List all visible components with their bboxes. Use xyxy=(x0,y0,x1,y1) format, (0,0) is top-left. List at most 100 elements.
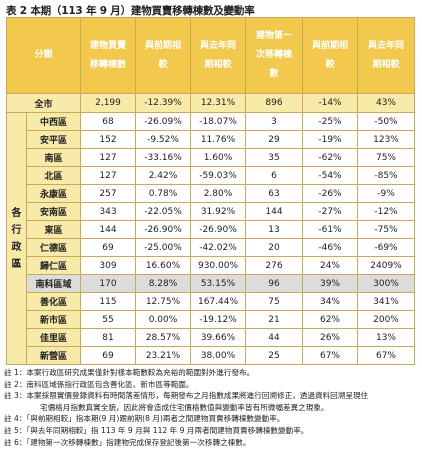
district-name: 永康區 xyxy=(26,184,81,203)
cell-count: 152 xyxy=(80,130,136,149)
district-name: 南區 xyxy=(26,148,81,167)
header-first-yoy: 與去年同 期相較 xyxy=(357,17,415,94)
cell-first-yoy: 13% xyxy=(357,328,415,347)
cell-first-yoy: 67% xyxy=(357,346,415,365)
cell-first-mom: -54% xyxy=(302,166,358,185)
cell-first-yoy: -12% xyxy=(357,202,415,221)
cell-yoy: -19.12% xyxy=(190,310,246,329)
cell-count: 69 xyxy=(80,346,136,365)
cell-first-mom: 62% xyxy=(302,310,358,329)
cell-first-count: 144 xyxy=(245,202,303,221)
cell-first-count: 63 xyxy=(245,184,303,203)
note-4: 註 4：「與前期相較」指本期(9 月)跟前期(8 月)兩者之間建物買賣移轉棟數變… xyxy=(4,414,285,424)
cell-yoy: 930.00% xyxy=(190,256,246,275)
cell-yoy: 38.00% xyxy=(190,346,246,365)
district-row: 仁德區 69 -25.00% -42.02% 20 -46% -69% xyxy=(7,238,415,257)
cell-first-yoy: 43% xyxy=(357,93,415,113)
cell-count: 309 xyxy=(80,256,136,275)
district-row: 安平區 152 -9.52% 11.76% 29 -19% 123% xyxy=(7,130,415,149)
cell-first-mom: -25% xyxy=(302,112,358,131)
district-name: 仁德區 xyxy=(26,238,81,257)
cell-count: 127 xyxy=(80,148,136,167)
cell-first-mom: 34% xyxy=(302,292,358,311)
cell-mom: 28.57% xyxy=(135,328,191,347)
cell-first-count: 276 xyxy=(245,256,303,275)
cell-count: 127 xyxy=(80,166,136,185)
cell-mom: 0.00% xyxy=(135,310,191,329)
district-name: 佳里區 xyxy=(26,328,81,347)
district-name: 善化區 xyxy=(26,292,81,311)
cell-first-mom: -61% xyxy=(302,220,358,239)
district-row: 各行政區 中西區 68 -26.09% -18.07% 3 -25% -50% xyxy=(6,112,415,365)
cell-first-mom: -46% xyxy=(302,238,358,257)
note-5: 註 5：「與去年同期相較」指 113 年 9 月與 112 年 9 月兩者間建物… xyxy=(4,425,309,435)
note-1: 註 1：本案行政區研究成果僅針對樣本範數較為充裕的範圍對外進行發布。 xyxy=(4,368,255,377)
cell-first-yoy: -69% xyxy=(357,238,415,257)
cell-mom: 8.28% xyxy=(135,274,191,293)
district-row: 安南區 343 -22.05% 31.92% 144 -27% -12% xyxy=(7,202,415,221)
cell-first-mom: 26% xyxy=(302,328,358,347)
cell-mom: -26.90% xyxy=(135,220,191,239)
cell-first-count: 29 xyxy=(245,130,303,149)
district-row: 北區 127 2.42% -59.03% 6 -54% -85% xyxy=(7,166,415,185)
cell-yoy: 39.66% xyxy=(190,328,246,347)
cell-first-mom: -19% xyxy=(302,130,358,149)
note-3-cont: 宅價格月指數真實全貌，因此將會造成住宅價格數值與變動率皆有所微幅差異之現象。 xyxy=(40,402,329,412)
note-6: 註 6：「建物第一次移轉棟數」指建物完成保存登記後第一次移轉之棟數。 xyxy=(4,437,251,447)
cell-first-count: 20 xyxy=(245,238,303,257)
cell-first-count: 75 xyxy=(245,292,303,311)
cell-first-mom: 67% xyxy=(302,346,358,365)
cell-count: 115 xyxy=(80,292,136,311)
district-row: 永康區 257 0.78% 2.80% 63 -26% -9% xyxy=(7,184,415,203)
district-name: 北區 xyxy=(26,166,81,185)
cell-mom: 0.78% xyxy=(135,184,191,203)
district-row: 新市區 55 0.00% -19.12% 21 62% 200% xyxy=(7,310,415,329)
header-row: 分類 建物買賣 移轉棟數 與前期相較 與去年同 期相較 建物第一 次移轉棟數 與前期相… xyxy=(6,17,415,94)
cell-yoy: -59.03% xyxy=(190,166,246,185)
cell-first-count: 25 xyxy=(245,346,303,365)
cell-first-count: 96 xyxy=(245,274,303,293)
header-first-mom: 與前期相較 xyxy=(302,17,358,94)
cell-first-yoy: -50% xyxy=(357,112,415,131)
cell-first-yoy: -9% xyxy=(357,184,415,203)
cell-mom: 23.21% xyxy=(135,346,191,365)
cell-count: 55 xyxy=(80,310,136,329)
row-name: 全市 xyxy=(6,93,81,113)
cell-yoy: 31.92% xyxy=(190,202,246,221)
cell-yoy: 1.60% xyxy=(190,148,246,167)
cell-count: 2,199 xyxy=(80,93,136,113)
cell-first-mom: -27% xyxy=(302,202,358,221)
district-name: 東區 xyxy=(26,220,81,239)
header-yoy: 與去年同 期相較 xyxy=(190,17,246,94)
cell-count: 170 xyxy=(80,274,136,293)
cell-count: 343 xyxy=(80,202,136,221)
cell-mom: 16.60% xyxy=(135,256,191,275)
cell-first-yoy: 2409% xyxy=(357,256,415,275)
notes: 註 1：本案行政區研究成果僅針對樣本範數較為充裕的範圍對外進行發布。 註 2：南… xyxy=(4,367,418,448)
cell-first-mom: -62% xyxy=(302,148,358,167)
cell-yoy: -26.90% xyxy=(190,220,246,239)
cell-first-count: 13 xyxy=(245,220,303,239)
header-mom: 與前期相較 xyxy=(135,17,191,94)
note-3: 註 3：本案採限實價登錄資料有時間落差情形，每期發布之月指數成果將進行回溯修正，… xyxy=(4,391,369,401)
header-first-count: 建物第一 次移轉棟數 xyxy=(245,17,303,94)
cell-mom: -22.05% xyxy=(135,202,191,221)
cell-count: 144 xyxy=(80,220,136,239)
special-region-row: 南科區域 170 8.28% 53.15% 96 39% 300% xyxy=(7,274,415,293)
cell-first-count: 6 xyxy=(245,166,303,185)
cell-first-yoy: 300% xyxy=(357,274,415,293)
district-name: 新市區 xyxy=(26,310,81,329)
transfer-table: 分類 建物買賣 移轉棟數 與前期相較 與去年同 期相較 建物第一 次移轉棟數 與前期相… xyxy=(6,17,415,365)
table-title: 表 2 本期（113 年 9 月）建物買賣移轉棟數及變動率 xyxy=(6,5,255,17)
group-label: 各行政區 xyxy=(6,112,27,365)
cell-first-yoy: 75% xyxy=(357,148,415,167)
cell-first-mom: -26% xyxy=(302,184,358,203)
district-name: 安平區 xyxy=(26,130,81,149)
cell-first-mom: 39% xyxy=(302,274,358,293)
cell-first-yoy: 123% xyxy=(357,130,415,149)
cell-count: 69 xyxy=(80,238,136,257)
cell-first-count: 35 xyxy=(245,148,303,167)
cell-mom: -33.16% xyxy=(135,148,191,167)
cell-mom: -12.39% xyxy=(135,93,191,113)
header-count: 建物買賣 移轉棟數 xyxy=(80,17,136,94)
